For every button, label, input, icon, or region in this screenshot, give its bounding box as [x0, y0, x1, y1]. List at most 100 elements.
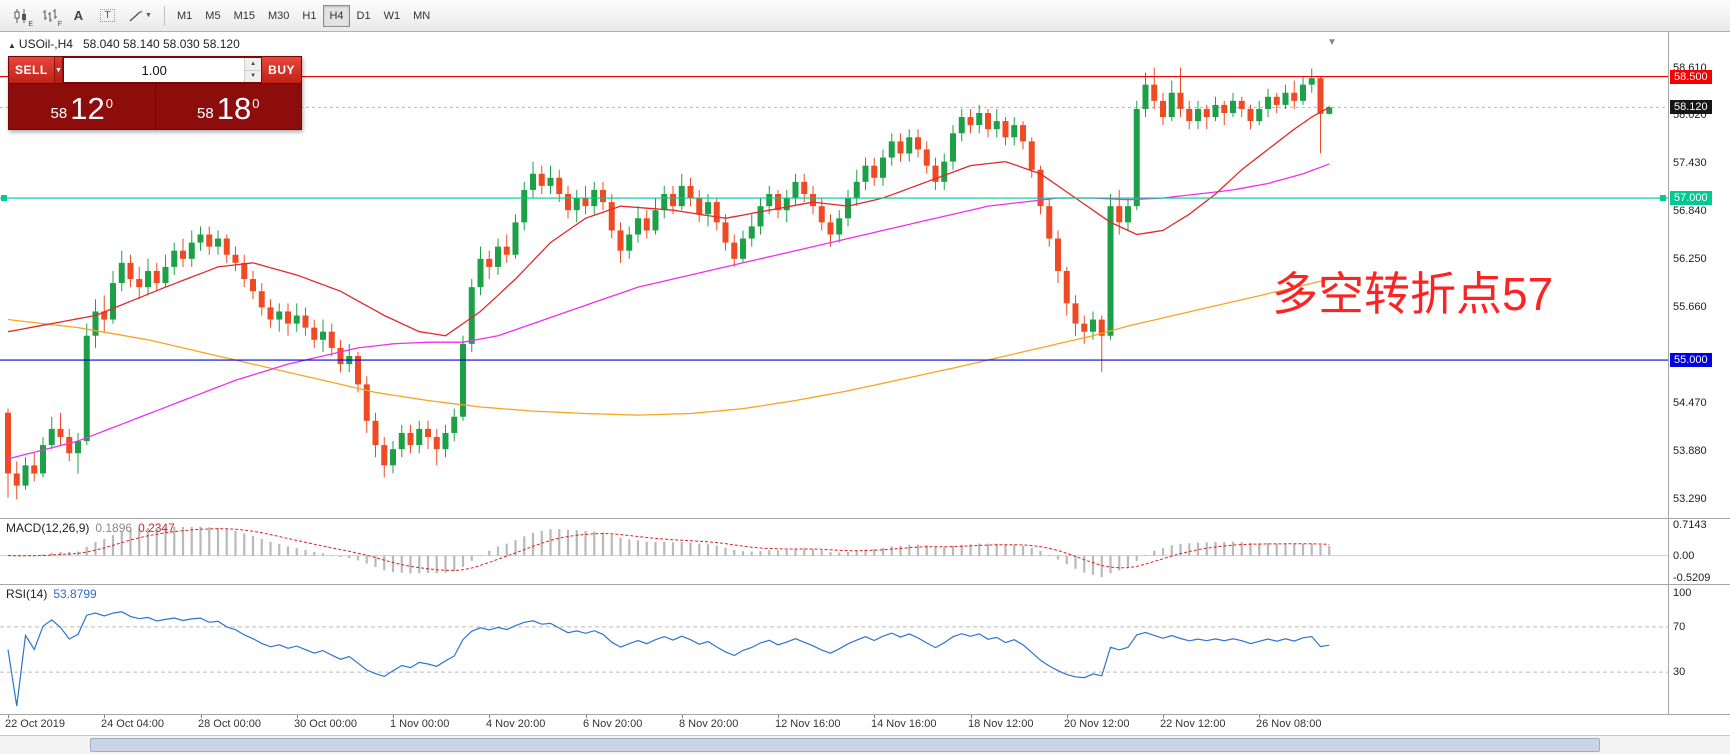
macd-axis[interactable]: 0.7143 0.00 -0.5209	[1668, 519, 1730, 584]
price-axis-label: 56.250	[1673, 252, 1707, 265]
one-click-trading-widget: SELL ▼ ▲ ▼ BUY 58 12 0	[8, 56, 302, 130]
price-axis-label: 54.470	[1673, 396, 1707, 409]
time-axis-tick	[104, 715, 105, 718]
macd-axis-label: 0.00	[1673, 549, 1695, 562]
rsi-label: RSI(14) 53.8799	[6, 587, 97, 601]
price-tag-red: 58.500	[1670, 69, 1712, 84]
candlestick-chart-button[interactable]: E	[6, 3, 35, 29]
time-axis-label: 20 Nov 12:00	[1064, 718, 1130, 730]
rsi-axis[interactable]: 100 70 30	[1668, 585, 1730, 714]
text-frame-icon: T	[100, 9, 115, 22]
ask-pips: 18	[216, 91, 252, 126]
timeframe-button-m15[interactable]: M15	[233, 9, 255, 22]
main-chart-panel: ▲ USOil-,H4 58.040 58.140 58.030 58.120 ▼ …	[0, 32, 1730, 518]
time-axis-label: 8 Nov 20:00	[679, 718, 739, 730]
volume-box: ▲ ▼	[63, 57, 263, 83]
time-axis-label: 28 Oct 00:00	[198, 718, 261, 730]
bid-whole: 58	[50, 105, 68, 122]
order-type-dropdown[interactable]: ▼	[53, 57, 64, 83]
ask-price[interactable]: 58 18 0	[156, 84, 302, 129]
macd-value-signal: 0.2347	[138, 521, 175, 535]
timeframe-button-m5[interactable]: M5	[205, 9, 221, 22]
time-axis-tick	[1163, 715, 1164, 718]
volume-decrease-button[interactable]: ▼	[245, 70, 262, 82]
time-axis-tick	[1259, 715, 1260, 718]
latest-bar-marker-icon[interactable]: ▼	[1327, 37, 1337, 48]
chevron-down-icon: ▼	[54, 66, 62, 74]
macd-label: MACD(12,26,9) 0.1896 0.2347	[6, 521, 175, 535]
timeframe-button-h1[interactable]: H1	[302, 9, 317, 22]
time-axis-label: 4 Nov 20:00	[486, 718, 546, 730]
symbol-label: USOil-,H4	[18, 37, 73, 51]
time-axis-label: 12 Nov 16:00	[775, 718, 841, 730]
toolbar: E F A T ▼ M1 M5 M15 M30 H1 H4 D1 W1 MN	[0, 0, 1730, 32]
volume-increase-button[interactable]: ▲	[245, 58, 262, 71]
price-tag-blue: 55.000	[1670, 353, 1712, 368]
price-axis-label: 53.880	[1673, 444, 1707, 457]
price-axis-label: 56.840	[1673, 205, 1707, 217]
volume-input[interactable]	[64, 58, 245, 82]
time-axis-label: 26 Nov 08:00	[1256, 718, 1322, 730]
scrollbar-thumb[interactable]	[90, 738, 1600, 752]
macd-value-main: 0.1896	[95, 521, 133, 535]
timeframe-button-d1[interactable]: D1	[356, 9, 371, 22]
macd-axis-label: 0.7143	[1673, 519, 1707, 531]
time-axis-tick	[778, 715, 779, 718]
bar-chart-button[interactable]: F	[35, 3, 64, 29]
macd-axis-label: -0.5209	[1673, 572, 1711, 584]
time-axis-label: 1 Nov 00:00	[390, 718, 450, 730]
price-axis[interactable]: 58.610 58.020 57.430 56.840 56.250 55.660 54.4…	[1668, 32, 1730, 518]
trade-widget-top-row: SELL ▼ ▲ ▼ BUY	[9, 57, 301, 83]
ask-frac: 0	[252, 96, 260, 111]
time-axis-tick	[874, 715, 875, 718]
symbol-ohlc-line: ▲ USOil-,H4 58.040 58.140 58.030 58.120	[8, 37, 240, 51]
time-axis-tick	[489, 715, 490, 718]
collapse-triangle-icon: ▲	[8, 41, 16, 50]
time-axis-label: 18 Nov 12:00	[968, 718, 1034, 730]
volume-stepper: ▲ ▼	[244, 58, 262, 82]
timeframe-button-m1[interactable]: M1	[177, 9, 193, 22]
time-axis-tick	[297, 715, 298, 718]
time-axis-tick	[586, 715, 587, 718]
time-axis-label: 30 Oct 00:00	[294, 718, 357, 730]
buy-button[interactable]: BUY	[262, 57, 301, 83]
time-axis[interactable]: 22 Oct 2019 24 Oct 04:00 28 Oct 00:00 30 Oc…	[0, 714, 1730, 735]
rsi-panel: RSI(14) 53.8799 100 70 30	[0, 584, 1730, 714]
time-axis-tick	[201, 715, 202, 718]
sell-button[interactable]: SELL	[9, 57, 54, 83]
bid-frac: 0	[105, 96, 113, 111]
ask-whole: 58	[197, 105, 214, 122]
time-axis-tick	[8, 715, 9, 718]
bid-price[interactable]: 58 12 0	[9, 84, 155, 129]
bars-sub-label: F	[57, 20, 62, 28]
timeframe-button-w1[interactable]: W1	[383, 9, 401, 22]
font-tool-button[interactable]: A	[64, 3, 93, 29]
ohlc-values: 58.040 58.140 58.030 58.120	[82, 37, 240, 51]
timeframe-button-mn[interactable]: MN	[413, 9, 431, 22]
chart-annotation-text: 多空转折点57	[1272, 268, 1554, 320]
timeframe-button-m30[interactable]: M30	[267, 9, 290, 22]
price-tag-green: 57.000	[1670, 191, 1712, 206]
price-axis-label: 57.430	[1673, 157, 1707, 170]
macd-name: MACD(12,26,9)	[6, 521, 90, 535]
price-divider	[154, 84, 156, 129]
macd-plot: MACD(12,26,9) 0.1896 0.2347	[0, 519, 1668, 584]
time-axis-tick	[682, 715, 683, 718]
drawing-tools-button[interactable]: ▼	[122, 3, 158, 29]
bar-chart-icon	[42, 8, 57, 22]
text-frame-button[interactable]: T	[93, 3, 122, 29]
bid-pips: 12	[70, 91, 105, 126]
rsi-value: 53.8799	[53, 587, 97, 601]
timeframe-button-h4[interactable]: H4	[323, 4, 350, 27]
time-axis-label: 6 Nov 20:00	[583, 718, 643, 730]
candlestick-sub-label: E	[28, 20, 33, 28]
timeframe-group: M1 M5 M15 M30 H1 H4 D1 W1 MN	[171, 4, 436, 27]
time-axis-tick	[971, 715, 972, 718]
macd-svg[interactable]	[0, 519, 1668, 584]
horizontal-scrollbar[interactable]	[0, 735, 1730, 754]
rsi-name: RSI(14)	[6, 587, 48, 601]
rsi-svg[interactable]	[0, 585, 1668, 714]
price-tag-black: 58.120	[1670, 100, 1712, 115]
drawing-tools-icon	[129, 9, 143, 22]
